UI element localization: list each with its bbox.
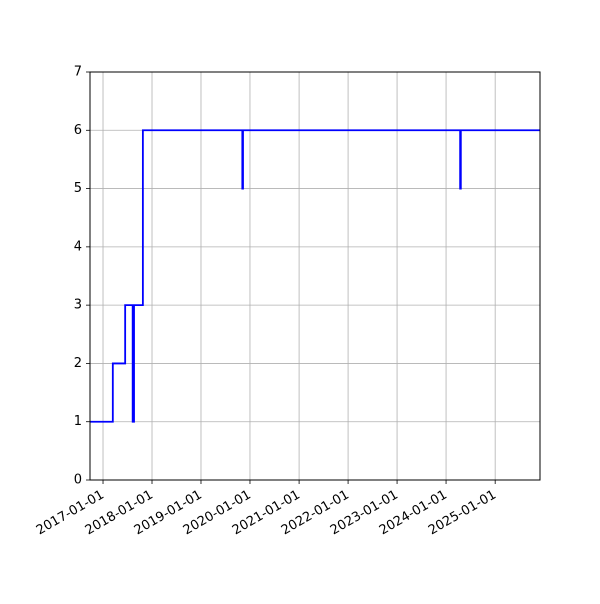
y-tick-label: 4 [74,239,82,254]
y-tick-label: 0 [74,473,82,488]
ticks [86,71,496,484]
y-tick-label: 3 [74,298,82,313]
series-line [90,129,540,423]
y-tick-label: 2 [74,356,82,371]
y-tick-label: 7 [74,65,82,80]
plot-frame [89,71,541,481]
series-layer [90,129,540,423]
y-tick-label: 6 [74,123,82,138]
y-tick-label: 5 [74,181,82,196]
y-tick-label: 1 [74,414,82,429]
